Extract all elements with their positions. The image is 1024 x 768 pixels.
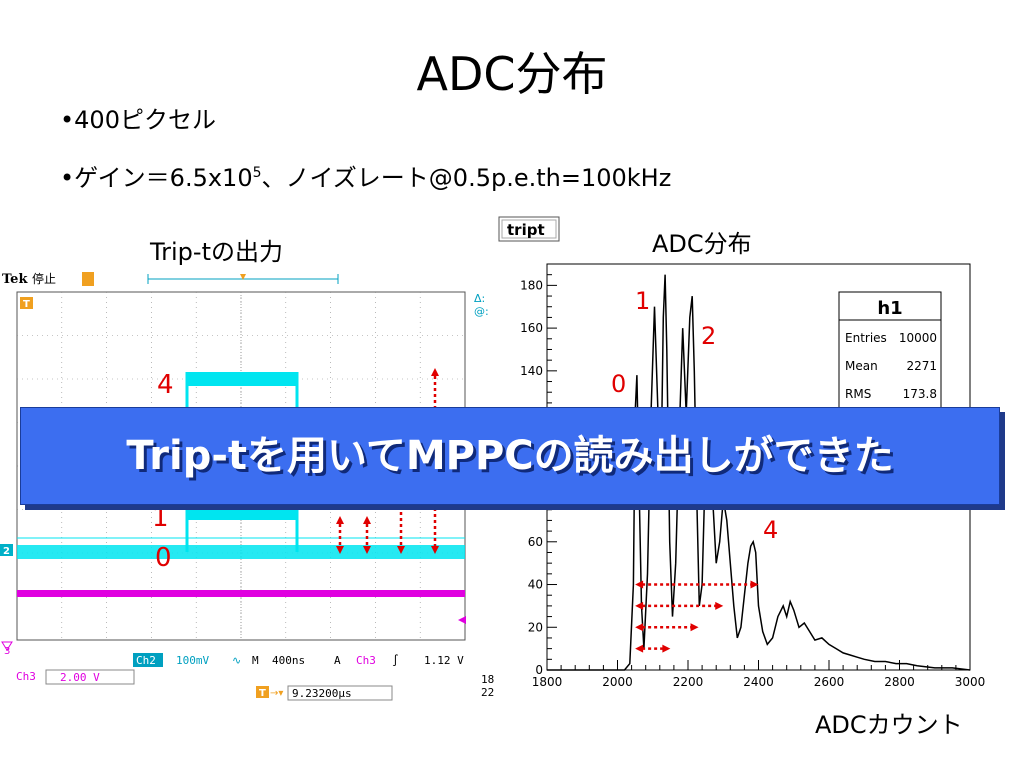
- histogram-tag: tript: [507, 221, 545, 239]
- conclusion-banner-text: Trip-tを用いてMPPCの読み出しができた: [126, 433, 894, 479]
- histogram-arrow-head-right: [662, 644, 671, 653]
- acquisition-icon: [82, 272, 94, 286]
- ch3-trace: [17, 590, 465, 597]
- tek-logo: Tek: [2, 272, 28, 287]
- scope-label-1pe: 1: [152, 503, 169, 533]
- ch3-scale: 2.00 V: [60, 671, 100, 684]
- y-tick-label: 20: [528, 620, 543, 634]
- histogram-arrow-head-right: [715, 601, 724, 610]
- ch3-marker-icon: [1, 641, 13, 651]
- x-tick-label: 2800: [884, 675, 915, 689]
- date-bottom: 22: [481, 686, 494, 699]
- position-icon-label: T: [259, 688, 266, 699]
- histogram-arrow-head-right: [690, 623, 699, 632]
- ch3-marker-label: 3: [4, 646, 10, 657]
- trigger-slope: ∫: [392, 654, 399, 667]
- bullet-gain-prefix: •ゲイン＝6.5x10: [60, 164, 253, 192]
- x-tick-label: 2000: [602, 675, 633, 689]
- ch2-coupling: ∿: [232, 654, 241, 667]
- y-tick-label: 40: [528, 578, 543, 592]
- histogram-arrow-head-left: [635, 601, 644, 610]
- stats-mean-label: Mean: [845, 359, 878, 373]
- y-tick-label: 0: [535, 663, 543, 677]
- conclusion-banner: Trip-tを用いてMPPCの読み出しができた: [20, 407, 1000, 505]
- ch2-baseline-trace: [17, 545, 465, 559]
- ch3-scale-box: [45, 669, 135, 685]
- stats-title: h1: [877, 298, 902, 319]
- trigger-channel: Ch3: [356, 654, 376, 667]
- stats-mean-value: 2271: [906, 359, 937, 373]
- ch2-marker-icon: [0, 544, 13, 556]
- histogram-x-unit: ADCカウント: [815, 711, 963, 739]
- ch2-scale: 100mV: [176, 654, 209, 667]
- scope-traces: [17, 372, 465, 597]
- x-tick-label: 1800: [532, 675, 563, 689]
- scope-arrow-head-up: [431, 368, 439, 376]
- cursor-delta-readout: Δ:: [474, 292, 485, 305]
- bullet-gain-exponent: 5: [252, 165, 262, 181]
- trigger-position-icon: [240, 274, 246, 280]
- ch2-marker-label: 2: [3, 546, 10, 557]
- peak-label-1: 1: [635, 287, 650, 315]
- scope-arrow-head-up: [363, 516, 371, 524]
- bullet-gain: •ゲイン＝6.5x105、ノイズレート@0.5p.e.th=100kHz: [60, 158, 671, 193]
- time-scale: 400ns: [272, 654, 305, 667]
- x-tick-label: 2400: [743, 675, 774, 689]
- peak-label-2: 2: [701, 322, 716, 350]
- scope-arrow-head-down: [336, 546, 344, 554]
- cursor-at-readout: @:: [474, 305, 489, 318]
- scope-arrow-head-down: [431, 546, 439, 554]
- histogram-arrow-head-left: [635, 580, 644, 589]
- scope-arrow-head-up: [336, 516, 344, 524]
- scope-arrow-head-down: [397, 546, 405, 554]
- histogram-tag-box: [498, 216, 560, 242]
- x-tick-label: 3000: [955, 675, 986, 689]
- histogram-arrow-head-left: [635, 623, 644, 632]
- bullet-pixels: •400ピクセル: [60, 106, 216, 134]
- position-box: [287, 685, 393, 701]
- scope-label-0pe: 0: [155, 543, 172, 573]
- trigger-marker-icon: [20, 297, 33, 309]
- peak-label-0: 0: [611, 370, 626, 398]
- ch3-level-icon: [458, 616, 466, 624]
- x-tick-label: 2200: [673, 675, 704, 689]
- position-icon: [256, 686, 269, 698]
- ch2-label: Ch2: [136, 654, 156, 667]
- stats-box: [838, 291, 942, 421]
- scope-arrow-head-down: [363, 546, 371, 554]
- stats-rms-value: 173.8: [903, 387, 937, 401]
- time-prefix: M: [252, 654, 259, 667]
- scope-status: 停止: [32, 271, 56, 286]
- x-tick-label: 2600: [814, 675, 845, 689]
- trigger-mode: A: [334, 654, 341, 667]
- y-tick-label: 180: [520, 278, 543, 292]
- histogram-caption: ADC分布: [652, 230, 752, 258]
- trigger-marker-label: T: [23, 299, 30, 310]
- slide-title: ADC分布: [416, 47, 608, 101]
- histogram-arrow-head-left: [635, 644, 644, 653]
- bullet-gain-suffix: 、ノイズレート@0.5p.e.th=100kHz: [261, 164, 672, 192]
- ch2-label-box: [133, 653, 163, 667]
- stats-entries-value: 10000: [899, 331, 937, 345]
- stats-entries-label: Entries: [845, 331, 887, 345]
- position-arrow: →▾: [270, 688, 283, 699]
- trigger-level: 1.12 V: [424, 654, 464, 667]
- oscilloscope-caption: Trip-tの出力: [150, 238, 283, 266]
- stats-rms-label: RMS: [845, 387, 871, 401]
- peak-label-4: 4: [763, 516, 778, 544]
- scope-label-4pe: 4: [157, 370, 174, 400]
- y-tick-label: 140: [520, 364, 543, 378]
- histogram-peak-spacing-arrows: [635, 580, 759, 653]
- ch2-pulse-1pe-top: [186, 506, 298, 520]
- ch3-label: Ch3: [16, 670, 36, 683]
- y-tick-label: 160: [520, 321, 543, 335]
- histogram-arrow-head-right: [750, 580, 759, 589]
- y-tick-label: 60: [528, 535, 543, 549]
- date-top: 18: [481, 673, 494, 686]
- ch2-pulse-4pe-top: [186, 372, 298, 386]
- position-value: 9.23200μs: [292, 687, 352, 700]
